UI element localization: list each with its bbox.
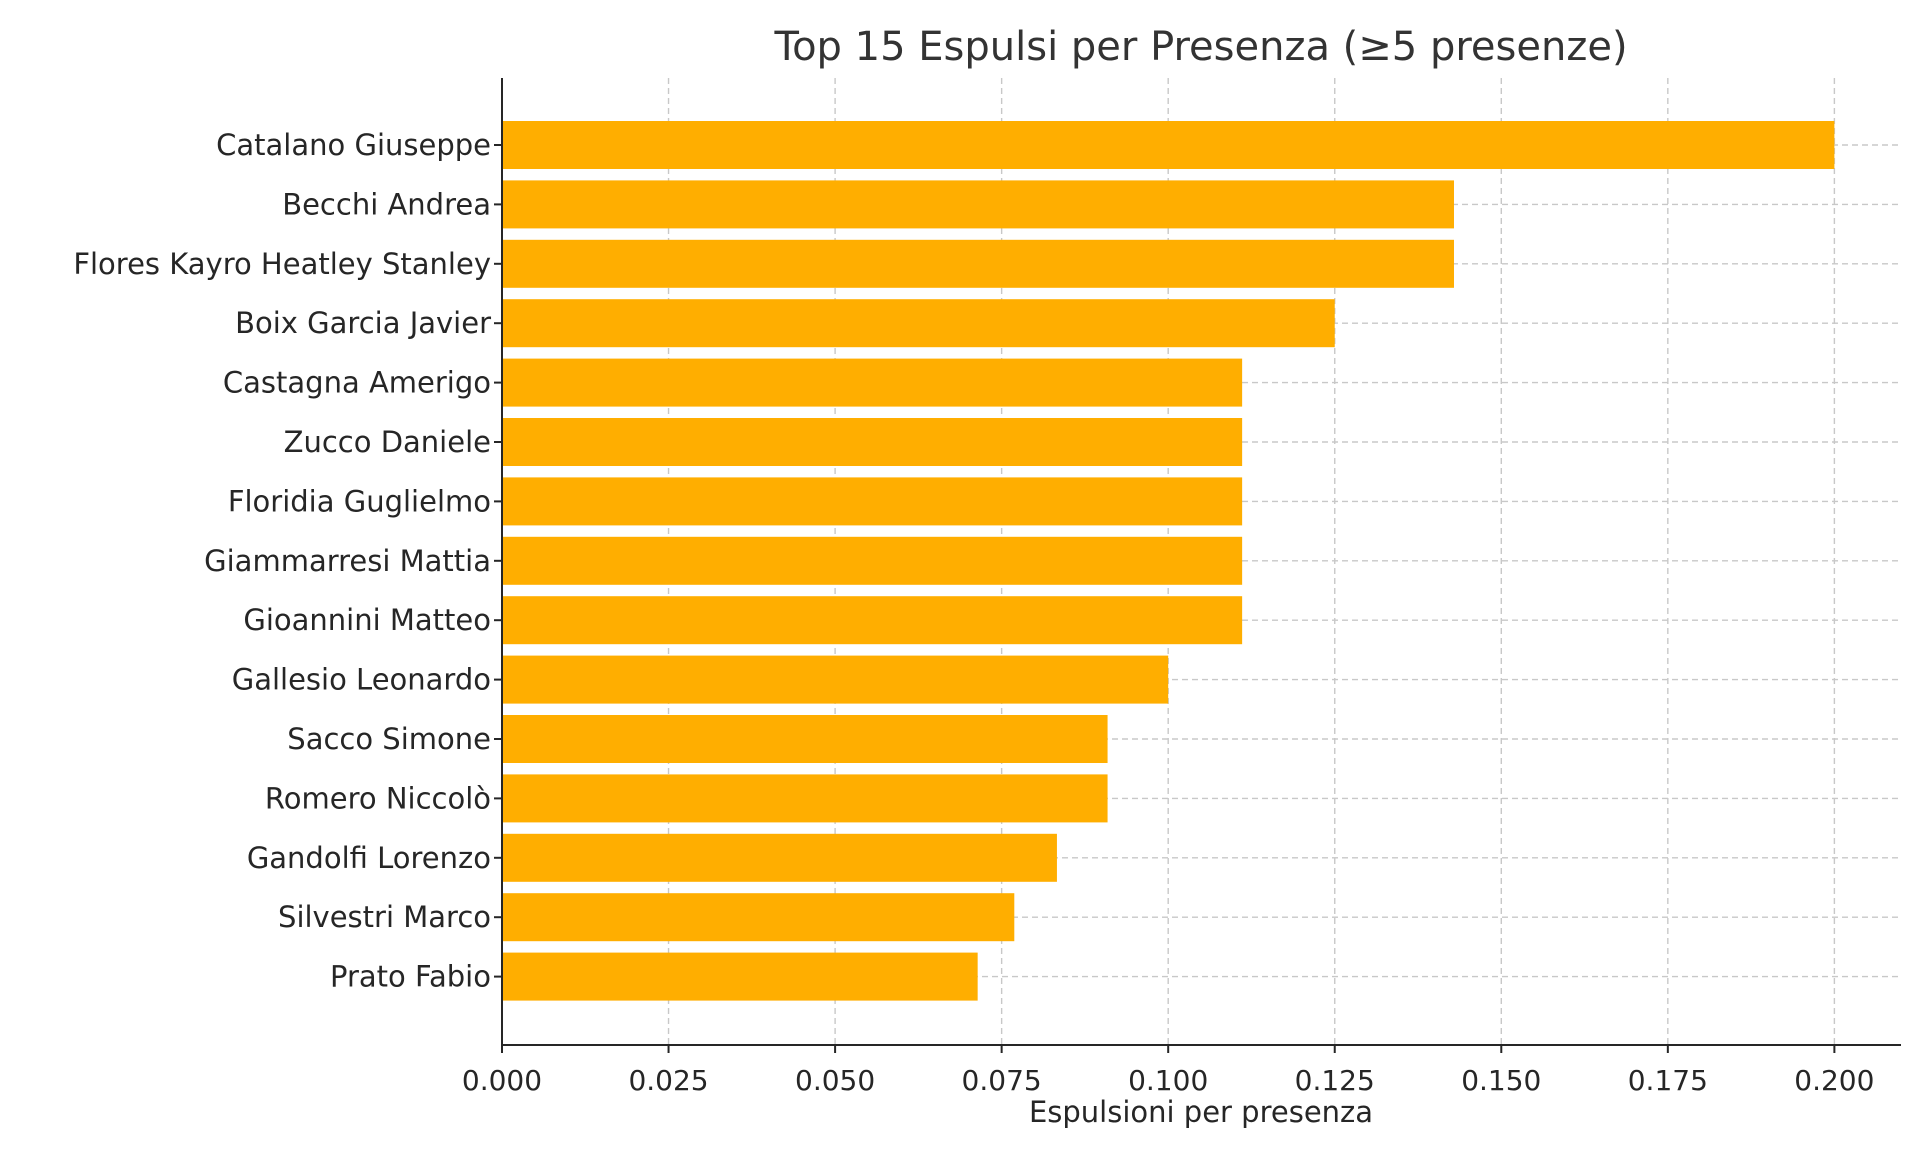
y-category-label: Boix Garcia Javier	[235, 306, 491, 340]
bar	[502, 418, 1243, 466]
bar	[502, 952, 978, 1001]
y-category-label: Gallesio Leonardo	[232, 663, 491, 697]
x-tick-label: 0.025	[628, 1064, 708, 1097]
bars-layer	[502, 121, 1835, 1001]
x-tick-label: 0.100	[1128, 1064, 1208, 1097]
chart-title: Top 15 Espulsi per Presenza (≥5 presenze…	[773, 24, 1627, 70]
bar	[502, 180, 1454, 229]
y-category-label: Becchi Andrea	[282, 187, 491, 221]
x-axis-label: Espulsioni per presenza	[1029, 1095, 1373, 1129]
y-category-label: Castagna Amerigo	[223, 366, 491, 400]
bar	[502, 121, 1835, 169]
x-tick-label: 0.200	[1794, 1064, 1874, 1097]
y-category-label: Prato Fabio	[330, 960, 491, 994]
bar	[502, 477, 1243, 526]
bar	[502, 655, 1169, 704]
y-category-label: Zucco Daniele	[284, 425, 491, 459]
bar	[502, 239, 1454, 288]
x-tick-label: 0.000	[462, 1064, 542, 1097]
y-category-labels: Catalano Giuseppe Becchi Andrea Flores Kay…	[73, 128, 502, 994]
x-tick-label: 0.075	[962, 1064, 1042, 1097]
bar	[502, 299, 1335, 348]
y-category-label: Floridia Guglielmo	[228, 484, 491, 518]
bar	[502, 774, 1108, 823]
bar	[502, 893, 1015, 942]
bar	[502, 358, 1243, 407]
y-category-label: Flores Kayro Heatley Stanley	[73, 247, 491, 281]
bar	[502, 833, 1057, 882]
y-category-label: Gandolfi Lorenzo	[247, 841, 491, 875]
y-category-label: Giammarresi Mattia	[204, 544, 491, 578]
x-tick-label: 0.175	[1628, 1064, 1708, 1097]
x-tick-label: 0.150	[1461, 1064, 1541, 1097]
bar	[502, 715, 1108, 763]
y-category-label: Silvestri Marco	[278, 900, 491, 934]
y-category-label: Catalano Giuseppe	[216, 128, 491, 162]
x-tick-label: 0.125	[1295, 1064, 1375, 1097]
x-ticks: 0.000 0.025 0.050 0.075 0.100 0.125 0.150 0.175…	[462, 1045, 1874, 1097]
y-category-label: Romero Niccolò	[265, 781, 491, 815]
bar	[502, 536, 1243, 585]
y-category-label: Sacco Simone	[287, 722, 491, 756]
x-tick-label: 0.050	[795, 1064, 875, 1097]
y-category-label: Gioannini Matteo	[243, 603, 491, 637]
bar	[502, 596, 1243, 645]
